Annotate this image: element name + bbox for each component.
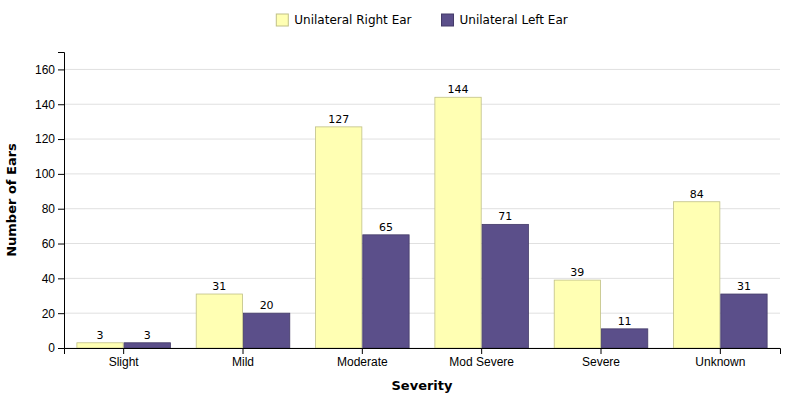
y-tick-mark xyxy=(58,209,64,210)
legend: Unilateral Right Ear Unilateral Left Ear xyxy=(276,13,567,27)
x-tick-label: Unknown xyxy=(695,355,745,369)
legend-label: Unilateral Left Ear xyxy=(460,13,568,27)
bar xyxy=(124,343,170,348)
x-tick-label: Slight xyxy=(109,355,140,369)
legend-swatch xyxy=(442,14,454,26)
y-axis-title: Number of Ears xyxy=(4,143,19,257)
y-tick-mark xyxy=(58,278,64,279)
y-tick: 120 xyxy=(35,132,64,146)
x-tick-mark xyxy=(362,348,363,354)
x-tick-mark xyxy=(601,348,602,354)
bar xyxy=(674,202,720,348)
y-tick-mark xyxy=(58,139,64,140)
plot: 3 31 127 144 39 84 3 20 65 71 11 31 Slight Mild Modera… xyxy=(35,53,781,369)
x-axis-title: Severity xyxy=(391,378,453,393)
data-label: 3 xyxy=(97,329,104,342)
grid-line xyxy=(64,104,780,105)
y-tick-label: 0 xyxy=(48,341,55,355)
y-tick: 100 xyxy=(35,167,64,181)
series-labels: 3 31 127 144 39 84 xyxy=(97,83,704,342)
y-tick: 60 xyxy=(42,237,64,251)
grid-line xyxy=(64,139,780,140)
y-tick-mark xyxy=(58,348,64,349)
y-axis: 0 20 40 60 80 100 120 140 160 xyxy=(35,53,65,356)
x-axis-line xyxy=(65,349,781,355)
y-tick-label: 160 xyxy=(35,63,55,77)
y-tick: 160 xyxy=(35,63,64,77)
data-label: 144 xyxy=(448,83,469,96)
x-tick: Mod Severe xyxy=(449,348,514,369)
series xyxy=(77,97,720,348)
data-label: 84 xyxy=(690,188,704,201)
grid-line xyxy=(64,313,780,314)
grid-line xyxy=(64,173,780,174)
bars xyxy=(77,97,767,348)
y-tick-mark xyxy=(58,244,64,245)
data-label: 20 xyxy=(260,299,274,312)
x-tick: Mild xyxy=(232,348,254,369)
bar xyxy=(482,224,528,348)
bar xyxy=(363,235,409,348)
x-axis: Slight Mild Moderate Mod Severe Severe Unknow… xyxy=(65,348,781,369)
legend-swatch xyxy=(276,14,288,26)
y-tick-label: 120 xyxy=(35,132,55,146)
data-label: 3 xyxy=(144,329,151,342)
legend-item: Unilateral Left Ear xyxy=(442,13,568,27)
y-tick-label: 140 xyxy=(35,98,55,112)
y-tick-label: 100 xyxy=(35,167,55,181)
y-tick-mark xyxy=(58,313,64,314)
grid-line xyxy=(64,208,780,209)
data-label: 127 xyxy=(328,113,349,126)
x-tick-mark xyxy=(243,348,244,354)
data-label: 31 xyxy=(212,280,226,293)
x-tick: Unknown xyxy=(695,348,745,369)
bar xyxy=(554,280,600,348)
y-tick: 80 xyxy=(42,202,64,216)
y-tick-label: 20 xyxy=(42,307,56,321)
y-tick-label: 80 xyxy=(42,202,56,216)
grid xyxy=(64,69,780,348)
data-labels: 3 31 127 144 39 84 3 20 65 71 11 31 xyxy=(97,83,751,342)
bar xyxy=(601,329,647,348)
grid-line xyxy=(64,69,780,70)
x-tick: Slight xyxy=(109,348,140,369)
bar xyxy=(435,97,481,348)
x-tick-label: Moderate xyxy=(337,355,388,369)
y-tick-label: 60 xyxy=(42,237,56,251)
x-tick-label: Severe xyxy=(582,355,620,369)
grid-line xyxy=(64,278,780,279)
bar xyxy=(721,294,767,348)
x-tick-mark xyxy=(720,348,721,354)
y-axis-line xyxy=(58,53,65,349)
data-label: 65 xyxy=(379,221,393,234)
y-tick-mark xyxy=(58,174,64,175)
y-tick-label: 40 xyxy=(42,272,56,286)
y-tick: 140 xyxy=(35,98,64,112)
y-tick-mark xyxy=(58,104,64,105)
x-tick-mark xyxy=(481,348,482,354)
bar xyxy=(243,313,289,348)
bar xyxy=(77,343,123,348)
y-tick-mark xyxy=(58,69,64,70)
x-tick: Severe xyxy=(582,348,620,369)
data-label: 11 xyxy=(618,315,632,328)
data-label: 39 xyxy=(570,266,584,279)
x-tick-mark xyxy=(123,348,124,354)
y-tick: 20 xyxy=(42,307,64,321)
data-label: 31 xyxy=(737,280,751,293)
y-tick: 40 xyxy=(42,272,64,286)
series xyxy=(124,224,767,348)
legend-label: Unilateral Right Ear xyxy=(294,13,411,27)
x-tick-label: Mild xyxy=(232,355,254,369)
data-label: 71 xyxy=(498,210,512,223)
grid-line xyxy=(64,243,780,244)
bar xyxy=(196,294,242,348)
x-tick-label: Mod Severe xyxy=(449,355,514,369)
chart: 3 31 127 144 39 84 3 20 65 71 11 31 Slight Mild Modera… xyxy=(0,0,800,400)
x-tick: Moderate xyxy=(337,348,388,369)
legend-item: Unilateral Right Ear xyxy=(276,13,411,27)
y-tick: 0 xyxy=(48,341,64,355)
bar xyxy=(316,127,362,348)
series-labels: 3 20 65 71 11 31 xyxy=(144,210,751,341)
